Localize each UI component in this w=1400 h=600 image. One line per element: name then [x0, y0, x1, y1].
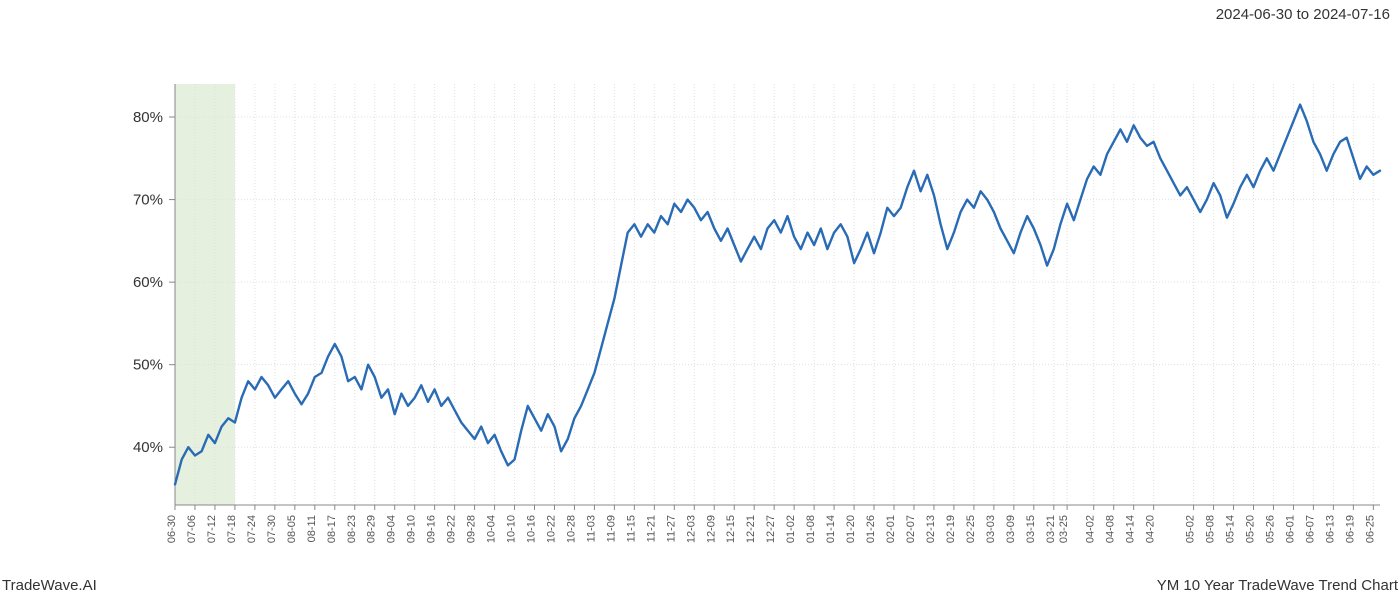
svg-text:08-05: 08-05 [286, 515, 298, 543]
chart-svg: 40% 50% 60% 70% 80% 06-30 07-06 07-12 07-18 07-24… [0, 30, 1400, 560]
footer-brand: TradeWave.AI [2, 577, 97, 594]
svg-text:06-01: 06-01 [1284, 515, 1296, 543]
svg-text:09-16: 09-16 [426, 515, 438, 543]
svg-text:60%: 60% [133, 274, 163, 291]
svg-text:02-25: 02-25 [965, 515, 977, 543]
svg-text:09-04: 09-04 [386, 515, 398, 543]
svg-text:12-03: 12-03 [685, 515, 697, 543]
svg-text:08-17: 08-17 [326, 515, 338, 543]
svg-text:02-19: 02-19 [945, 515, 957, 543]
svg-text:08-29: 08-29 [366, 515, 378, 543]
svg-text:11-21: 11-21 [645, 515, 657, 542]
svg-text:11-09: 11-09 [605, 515, 617, 542]
svg-text:09-22: 09-22 [446, 515, 458, 543]
svg-text:12-09: 12-09 [705, 515, 717, 543]
svg-text:07-12: 07-12 [206, 515, 218, 543]
svg-text:08-11: 08-11 [306, 515, 318, 542]
svg-text:80%: 80% [133, 109, 163, 126]
svg-text:05-26: 05-26 [1264, 515, 1276, 543]
svg-text:12-21: 12-21 [745, 515, 757, 543]
footer-chart-title: YM 10 Year TradeWave Trend Chart [1157, 577, 1398, 594]
svg-text:40%: 40% [133, 439, 163, 456]
svg-text:10-10: 10-10 [506, 515, 518, 543]
svg-text:02-13: 02-13 [925, 515, 937, 543]
svg-text:07-30: 07-30 [266, 515, 278, 543]
svg-text:10-22: 10-22 [545, 515, 557, 543]
svg-text:01-14: 01-14 [825, 515, 837, 543]
svg-text:05-08: 05-08 [1205, 515, 1217, 543]
svg-text:04-20: 04-20 [1145, 515, 1157, 543]
svg-text:09-28: 09-28 [466, 515, 478, 543]
svg-text:03-25: 03-25 [1058, 515, 1070, 543]
svg-text:11-27: 11-27 [665, 515, 677, 542]
svg-text:06-07: 06-07 [1304, 515, 1316, 543]
svg-text:02-01: 02-01 [885, 515, 897, 543]
svg-text:02-07: 02-07 [905, 515, 917, 543]
svg-text:08-23: 08-23 [346, 515, 358, 543]
svg-text:04-08: 04-08 [1105, 515, 1117, 543]
svg-text:01-02: 01-02 [785, 515, 797, 543]
svg-text:12-27: 12-27 [765, 515, 777, 543]
svg-text:05-20: 05-20 [1245, 515, 1257, 543]
svg-text:10-04: 10-04 [486, 515, 498, 543]
svg-text:04-02: 04-02 [1085, 515, 1097, 543]
trend-chart: 40% 50% 60% 70% 80% 06-30 07-06 07-12 07-18 07-24… [0, 30, 1400, 560]
svg-text:09-10: 09-10 [406, 515, 418, 543]
svg-text:10-28: 10-28 [565, 515, 577, 543]
svg-text:11-03: 11-03 [585, 515, 597, 542]
svg-text:03-15: 03-15 [1025, 515, 1037, 543]
svg-text:06-13: 06-13 [1324, 515, 1336, 543]
svg-text:03-03: 03-03 [985, 515, 997, 543]
svg-text:12-15: 12-15 [725, 515, 737, 543]
date-range-label: 2024-06-30 to 2024-07-16 [1216, 6, 1390, 23]
svg-text:05-14: 05-14 [1225, 515, 1237, 543]
svg-text:07-18: 07-18 [226, 515, 238, 543]
svg-text:03-21: 03-21 [1045, 515, 1057, 543]
svg-text:07-06: 07-06 [186, 515, 198, 543]
svg-text:10-16: 10-16 [526, 515, 538, 543]
svg-text:06-30: 06-30 [166, 515, 178, 543]
svg-text:01-08: 01-08 [805, 515, 817, 543]
svg-text:50%: 50% [133, 357, 163, 374]
svg-text:07-24: 07-24 [246, 515, 258, 543]
svg-text:06-19: 06-19 [1344, 515, 1356, 543]
svg-text:06-25: 06-25 [1364, 515, 1376, 543]
svg-text:03-09: 03-09 [1005, 515, 1017, 543]
svg-text:01-26: 01-26 [865, 515, 877, 543]
svg-text:01-20: 01-20 [845, 515, 857, 543]
svg-text:70%: 70% [133, 192, 163, 209]
svg-text:04-14: 04-14 [1125, 515, 1137, 543]
svg-text:05-02: 05-02 [1185, 515, 1197, 543]
svg-text:11-15: 11-15 [625, 515, 637, 542]
